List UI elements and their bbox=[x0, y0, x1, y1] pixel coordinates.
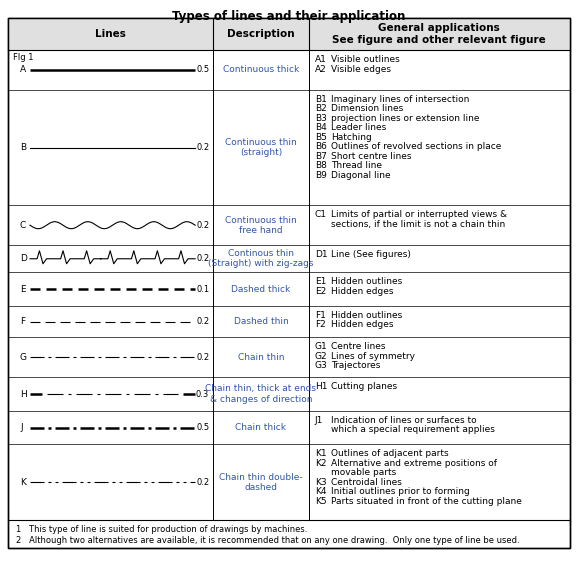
Text: Lines of symmetry: Lines of symmetry bbox=[331, 352, 414, 361]
Text: F1: F1 bbox=[314, 311, 325, 320]
Text: Types of lines and their application: Types of lines and their application bbox=[172, 10, 406, 23]
Text: Leader lines: Leader lines bbox=[331, 123, 386, 132]
Text: 1   This type of line is suited for production of drawings by machines.: 1 This type of line is suited for produc… bbox=[16, 525, 307, 534]
Text: 0.1: 0.1 bbox=[196, 285, 209, 294]
Text: Chain thin double-
dashed: Chain thin double- dashed bbox=[219, 472, 303, 492]
Text: Hidden outlines: Hidden outlines bbox=[331, 278, 402, 286]
Text: Lines: Lines bbox=[95, 29, 126, 39]
Text: C1: C1 bbox=[314, 210, 327, 219]
Text: Dashed thick: Dashed thick bbox=[231, 285, 291, 294]
Text: Centroidal lines: Centroidal lines bbox=[331, 478, 402, 487]
Text: E2: E2 bbox=[314, 287, 326, 296]
Text: which a special requirement applies: which a special requirement applies bbox=[331, 426, 495, 434]
Text: B6: B6 bbox=[314, 142, 327, 151]
Text: Flg 1: Flg 1 bbox=[13, 53, 34, 62]
Text: Initial outlines prior to forming: Initial outlines prior to forming bbox=[331, 487, 469, 497]
Text: Chain thin, thick at ends
& changes of direction: Chain thin, thick at ends & changes of d… bbox=[205, 384, 316, 404]
Text: B2: B2 bbox=[314, 104, 327, 113]
Text: Hidden edges: Hidden edges bbox=[331, 320, 393, 329]
Text: Continuous thick: Continuous thick bbox=[223, 66, 299, 74]
Text: A1: A1 bbox=[314, 55, 327, 64]
Text: 0.2: 0.2 bbox=[196, 221, 209, 230]
Text: G1: G1 bbox=[314, 343, 327, 351]
Text: K5: K5 bbox=[314, 497, 327, 506]
Text: G2: G2 bbox=[314, 352, 327, 361]
Text: G: G bbox=[20, 353, 27, 362]
Text: E1: E1 bbox=[314, 278, 326, 286]
Text: Continous thin
(Straight) with zig-zags: Continous thin (Straight) with zig-zags bbox=[208, 249, 314, 268]
Text: J: J bbox=[20, 423, 23, 432]
Text: 0.2: 0.2 bbox=[196, 317, 209, 326]
Text: E: E bbox=[20, 285, 25, 294]
Text: Indication of lines or surfaces to: Indication of lines or surfaces to bbox=[331, 416, 476, 425]
Text: Hidden edges: Hidden edges bbox=[331, 287, 393, 296]
Text: Parts situated in front of the cutting plane: Parts situated in front of the cutting p… bbox=[331, 497, 521, 506]
Text: 0.5: 0.5 bbox=[196, 66, 209, 74]
Text: 0.3: 0.3 bbox=[196, 389, 209, 399]
Text: Trajectores: Trajectores bbox=[331, 362, 380, 370]
Text: B1: B1 bbox=[314, 95, 327, 104]
Text: Visible outlines: Visible outlines bbox=[331, 55, 399, 64]
Bar bbox=[8, 18, 570, 50]
Text: Line (See figures): Line (See figures) bbox=[331, 250, 410, 259]
Text: Outlines of adjacent parts: Outlines of adjacent parts bbox=[331, 449, 449, 458]
Text: B8: B8 bbox=[314, 161, 327, 170]
Text: Alternative and extreme positions of: Alternative and extreme positions of bbox=[331, 459, 497, 468]
Text: D: D bbox=[20, 254, 27, 263]
Text: F2: F2 bbox=[314, 320, 325, 329]
Text: B7: B7 bbox=[314, 152, 327, 161]
Text: K1: K1 bbox=[314, 449, 327, 458]
Text: Outlines of revolved sections in place: Outlines of revolved sections in place bbox=[331, 142, 501, 151]
Text: Continuous thin
(straight): Continuous thin (straight) bbox=[225, 138, 297, 157]
Text: Hatching: Hatching bbox=[331, 133, 372, 142]
Text: Description: Description bbox=[227, 29, 295, 39]
Text: Limits of partial or interrupted views &: Limits of partial or interrupted views & bbox=[331, 210, 507, 219]
Text: Dashed thin: Dashed thin bbox=[234, 317, 288, 326]
Text: Hidden outlines: Hidden outlines bbox=[331, 311, 402, 320]
Text: Visible edges: Visible edges bbox=[331, 65, 391, 74]
Text: Chain thin: Chain thin bbox=[238, 353, 284, 362]
Text: Chain thick: Chain thick bbox=[235, 423, 287, 432]
Text: B: B bbox=[20, 143, 26, 152]
Text: B4: B4 bbox=[314, 123, 327, 132]
Text: G3: G3 bbox=[314, 362, 327, 370]
Text: Continuous thin
free hand: Continuous thin free hand bbox=[225, 215, 297, 235]
Text: movable parts: movable parts bbox=[331, 468, 396, 478]
Text: C: C bbox=[20, 221, 26, 230]
Text: D1: D1 bbox=[314, 250, 327, 259]
Text: F: F bbox=[20, 317, 25, 326]
Text: Centre lines: Centre lines bbox=[331, 343, 385, 351]
Text: 0.5: 0.5 bbox=[196, 423, 209, 432]
Text: H: H bbox=[20, 389, 27, 399]
Text: projection lines or extension line: projection lines or extension line bbox=[331, 114, 479, 123]
Text: 2   Although two alternatives are available, it is recommended that on any one d: 2 Although two alternatives are availabl… bbox=[16, 536, 520, 545]
Text: A2: A2 bbox=[314, 65, 327, 74]
Text: 0.2: 0.2 bbox=[196, 478, 209, 487]
Text: 0.2: 0.2 bbox=[196, 254, 209, 263]
Text: Diagonal line: Diagonal line bbox=[331, 171, 390, 180]
Text: 0.2: 0.2 bbox=[196, 143, 209, 152]
Text: Thread line: Thread line bbox=[331, 161, 381, 170]
Text: 0.2: 0.2 bbox=[196, 353, 209, 362]
Text: B9: B9 bbox=[314, 171, 327, 180]
Text: sections, if the limit is not a chain thin: sections, if the limit is not a chain th… bbox=[331, 220, 505, 229]
Text: A: A bbox=[20, 66, 26, 74]
Text: J1: J1 bbox=[314, 416, 323, 425]
Text: Imaginary lines of intersection: Imaginary lines of intersection bbox=[331, 95, 469, 104]
Text: Dimension lines: Dimension lines bbox=[331, 104, 403, 113]
Text: B5: B5 bbox=[314, 133, 327, 142]
Text: B3: B3 bbox=[314, 114, 327, 123]
Text: General applications
See figure and other relevant figure: General applications See figure and othe… bbox=[332, 23, 546, 45]
Text: H1: H1 bbox=[314, 382, 327, 391]
Text: K: K bbox=[20, 478, 26, 487]
Text: Cutting planes: Cutting planes bbox=[331, 382, 397, 391]
Text: Short centre lines: Short centre lines bbox=[331, 152, 411, 161]
Text: K2: K2 bbox=[314, 459, 326, 468]
Text: K4: K4 bbox=[314, 487, 326, 497]
Text: K3: K3 bbox=[314, 478, 327, 487]
